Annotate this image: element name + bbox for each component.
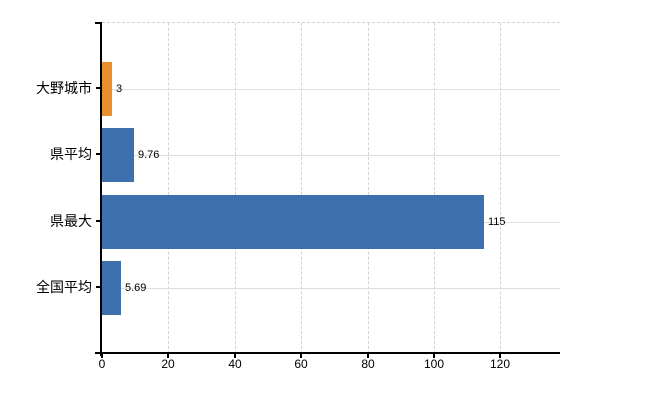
x-axis-tick [499,354,501,358]
bar-value-label: 5.69 [125,282,147,294]
x-gridline [301,23,302,354]
x-tick-label: 20 [161,357,175,371]
y-axis-line [100,22,102,356]
bar-全国平均 [102,261,121,315]
category-label: 県平均 [50,146,92,162]
plot-area: 3 9.76 115 5.69 [102,22,560,354]
y-axis-tick [96,220,102,222]
category-label: 県最大 [50,213,92,229]
x-gridline [368,23,369,354]
bar-value-label: 9.76 [138,149,160,161]
y-axis-tick [96,87,102,89]
bar-value-label: 3 [116,83,123,95]
x-axis-tick [433,354,435,358]
x-gridline [434,23,435,354]
x-axis-line [95,352,560,354]
bar-value-label: 115 [488,216,506,228]
category-label: 全国平均 [36,279,92,295]
category-label: 大野城市 [36,80,92,96]
x-tick-label: 120 [489,357,511,371]
x-axis-tick [101,354,103,358]
category-gridline [102,155,560,156]
x-tick-label: 60 [294,357,308,371]
bar-県最大 [102,195,484,249]
x-tick-label: 100 [423,357,445,371]
x-axis-tick [234,354,236,358]
x-axis-tick [367,354,369,358]
x-axis-tick [300,354,302,358]
category-gridline [102,89,560,90]
x-tick-label: 40 [228,357,242,371]
x-tick-label: 0 [98,357,106,371]
category-gridline [102,288,560,289]
y-axis-top-tick [95,22,101,24]
x-gridline [168,23,169,354]
x-axis-tick [167,354,169,358]
bar-大野城市 [102,62,112,116]
x-tick-label: 80 [361,357,375,371]
x-gridline [500,23,501,354]
y-axis-tick [96,286,102,288]
bar-県平均 [102,128,134,182]
y-axis-tick [96,153,102,155]
x-gridline [235,23,236,354]
